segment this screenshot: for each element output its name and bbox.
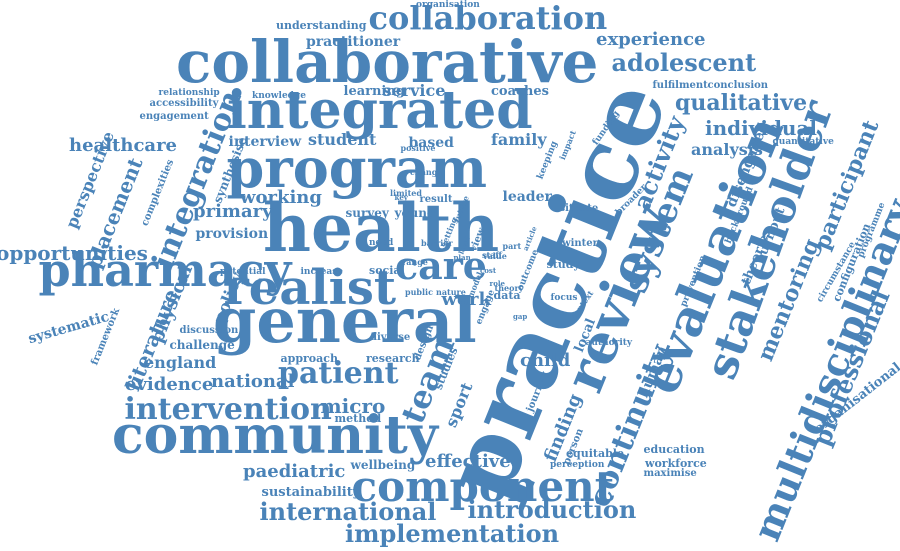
word-barrier: barrier <box>421 238 453 248</box>
word-range: range <box>402 257 428 267</box>
word-realist: realist <box>223 260 397 316</box>
word-engagement: engagement <box>139 111 209 122</box>
word-primary: primary <box>193 201 273 222</box>
word-conclusion: conclusion <box>707 80 769 91</box>
word-analysis: analysis <box>691 140 763 159</box>
word-work: work <box>441 289 491 310</box>
word-public: public <box>405 287 433 297</box>
word-experience: experience <box>596 29 706 50</box>
word-change: change <box>410 167 443 177</box>
word-discussion: discussion <box>179 325 239 336</box>
word-health: health <box>263 189 500 267</box>
word-integrated: integrated <box>227 80 533 141</box>
word-education: education <box>643 442 705 456</box>
word-maximise: maximise <box>643 468 697 479</box>
word-interview: interview <box>228 134 302 150</box>
word-healthcare: healthcare <box>69 135 177 156</box>
word-knowledge: knowledge <box>252 90 306 101</box>
word-fulfilment: fulfilment <box>652 80 708 91</box>
word-working: working <box>240 187 322 208</box>
word-care: care <box>395 243 487 288</box>
word-organisation: organisation <box>416 0 480 10</box>
word-evidence: evidence <box>125 374 214 395</box>
word-cost: cost <box>480 265 497 275</box>
word-effective: effective <box>425 451 511 472</box>
word-implementation: implementation <box>345 519 560 548</box>
word-winter: winter <box>562 238 598 249</box>
word-student: student <box>308 130 377 149</box>
word-leader: leader <box>502 189 552 205</box>
word-perception: perception <box>550 459 605 470</box>
word-learning: learning <box>343 83 405 99</box>
word-sustainability: sustainability <box>261 484 361 500</box>
word-community: community <box>112 405 438 466</box>
word-international: international <box>259 497 437 526</box>
word-coaches: coaches <box>491 83 549 99</box>
word-collaboration: collaboration <box>368 0 608 37</box>
word-workforce: workforce <box>645 456 707 470</box>
word-authority: authority <box>585 337 633 348</box>
word-component: component <box>351 462 615 511</box>
word-method: method <box>334 411 382 425</box>
word-staff: staff <box>482 250 502 260</box>
word-young: young <box>394 206 436 220</box>
word-child: child <box>520 350 571 371</box>
word-study: study <box>546 257 580 271</box>
word-need: need <box>369 237 394 248</box>
word-increase: increase <box>300 266 344 277</box>
word-national: national <box>211 371 295 392</box>
word-focus: focus <box>550 292 578 303</box>
word-research: research <box>366 351 420 365</box>
word-nature: nature <box>436 287 466 297</box>
word-based: based <box>408 135 454 151</box>
word-wellbeing: wellbeing <box>350 458 416 472</box>
word-role: role <box>489 278 505 288</box>
word-positive: positive <box>400 143 436 153</box>
word-limited: limited <box>390 188 422 198</box>
word-plan: plan <box>453 252 471 262</box>
word-general: general <box>213 284 477 357</box>
word-adolescent: adolescent <box>611 48 757 77</box>
word-quantitative: quantitative <box>772 136 834 147</box>
word-patient: patient <box>278 356 399 391</box>
word-family: family <box>491 130 547 149</box>
word-collaborative: collaborative <box>176 28 599 96</box>
word-result: result <box>419 194 453 205</box>
word-diverse: diverse <box>370 332 411 343</box>
word-data: data <box>493 288 521 302</box>
word-program: program <box>226 136 488 200</box>
word-social: social <box>369 263 405 277</box>
word-survey: survey <box>345 206 389 220</box>
word-introduction: introduction <box>467 495 637 524</box>
word-service: service <box>382 81 446 100</box>
word-value: value <box>483 251 507 261</box>
word-situate: situate <box>559 203 599 214</box>
word-theory: theory <box>494 283 524 293</box>
word-understanding: understanding <box>276 18 367 32</box>
word-opportunities: opportunities <box>0 241 148 265</box>
word-approach: approach <box>280 351 338 365</box>
word-micro: micro <box>320 394 386 418</box>
word-provision: provision <box>195 226 269 242</box>
word-part: part <box>502 241 522 251</box>
word-pharmacy: pharmacy <box>38 243 292 297</box>
word-relationship: relationship <box>158 87 220 98</box>
word-practitioner: practitioner <box>306 34 401 50</box>
word-gap: gap <box>513 311 528 321</box>
word-potential: potential <box>220 266 266 277</box>
word-qualitative: qualitative <box>675 90 808 116</box>
word-intervention: intervention <box>124 392 332 427</box>
word-equitable: equitable <box>566 446 624 460</box>
word-key: key <box>394 192 408 202</box>
word-accessibility: accessibility <box>149 98 219 109</box>
word-challenge: challenge <box>169 338 235 352</box>
word-england: england <box>144 353 217 372</box>
word-individual: individual <box>705 116 818 140</box>
word-paediatric: paediatric <box>243 461 346 482</box>
